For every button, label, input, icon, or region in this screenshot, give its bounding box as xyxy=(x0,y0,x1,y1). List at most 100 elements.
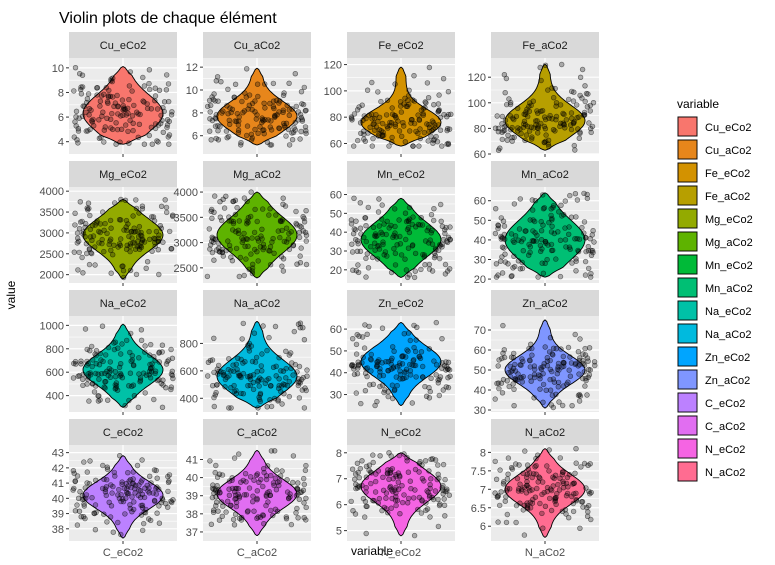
data-point xyxy=(140,98,146,104)
data-point xyxy=(117,373,123,379)
data-point xyxy=(122,122,129,128)
data-point xyxy=(545,242,551,248)
data-point xyxy=(363,223,369,229)
data-point xyxy=(551,379,558,385)
data-point xyxy=(437,255,443,262)
data-point xyxy=(283,133,289,139)
data-point xyxy=(550,404,556,411)
data-point xyxy=(286,378,292,385)
data-point xyxy=(508,368,514,375)
data-point xyxy=(524,462,531,468)
data-point xyxy=(416,460,423,467)
data-point xyxy=(239,336,245,342)
data-point xyxy=(207,128,213,134)
panel-Zn_aCo2: Zn_aCo23040506070Zn_aCo2 xyxy=(474,290,599,430)
data-point xyxy=(501,223,508,229)
data-point xyxy=(385,393,391,400)
strip-label: Na_eCo2 xyxy=(100,298,146,310)
data-point xyxy=(251,477,257,483)
data-point xyxy=(149,214,155,220)
data-point xyxy=(494,113,500,119)
data-point xyxy=(445,384,452,391)
data-point xyxy=(447,236,453,243)
data-point xyxy=(530,496,536,503)
data-point xyxy=(380,241,386,248)
data-point xyxy=(88,343,95,350)
data-point xyxy=(104,519,110,525)
data-point xyxy=(146,67,153,73)
data-point xyxy=(583,375,589,382)
data-point xyxy=(110,529,117,535)
data-point xyxy=(303,387,309,394)
data-point xyxy=(72,119,78,125)
y-tick-label: 800 xyxy=(46,344,64,356)
data-point xyxy=(576,135,582,142)
data-point xyxy=(524,106,530,112)
data-point xyxy=(420,110,426,117)
data-point xyxy=(148,124,155,131)
data-point xyxy=(263,476,270,483)
data-point xyxy=(588,516,594,523)
data-point xyxy=(229,477,235,484)
data-point xyxy=(217,489,223,496)
data-point xyxy=(363,485,369,491)
data-point xyxy=(546,468,552,474)
data-point xyxy=(410,358,416,364)
y-tick-label: 41 xyxy=(52,478,64,490)
y-tick-label: 39 xyxy=(52,509,64,521)
data-point xyxy=(404,226,411,233)
strip-label: Na_aCo2 xyxy=(234,298,280,310)
data-point xyxy=(510,355,517,361)
y-tick-label: 70 xyxy=(474,325,486,337)
data-point xyxy=(231,455,238,461)
data-point xyxy=(509,273,515,279)
data-point xyxy=(508,231,515,237)
data-point xyxy=(82,234,88,240)
data-point xyxy=(101,127,108,133)
y-tick-label: 6 xyxy=(58,112,64,124)
strip-background xyxy=(203,419,311,445)
data-point xyxy=(562,198,568,204)
data-point xyxy=(226,486,232,492)
data-point xyxy=(82,221,89,227)
data-point xyxy=(503,494,509,500)
data-point xyxy=(140,527,146,534)
data-point xyxy=(538,218,544,225)
data-point xyxy=(238,390,244,397)
data-point xyxy=(252,126,258,133)
data-point xyxy=(552,496,558,502)
data-point xyxy=(530,217,536,223)
data-point xyxy=(355,262,361,268)
data-point xyxy=(500,481,507,487)
data-point xyxy=(418,215,424,221)
data-point xyxy=(87,126,93,133)
data-point xyxy=(522,448,528,454)
data-point xyxy=(159,342,166,348)
data-point xyxy=(270,80,277,87)
data-point xyxy=(401,369,408,375)
legend-entry-C_aCo2: C_aCo2 xyxy=(677,415,745,436)
data-point xyxy=(230,227,236,233)
data-point xyxy=(72,210,78,217)
data-point xyxy=(361,345,368,351)
y-tick-label: 38 xyxy=(52,524,64,536)
y-tick-label: 120 xyxy=(468,72,486,84)
data-point xyxy=(105,93,112,99)
legend-label: Mg_eCo2 xyxy=(705,214,753,226)
data-point xyxy=(245,243,251,250)
data-point xyxy=(277,234,283,241)
data-point xyxy=(268,383,274,389)
data-point xyxy=(79,493,86,499)
data-point xyxy=(533,238,540,244)
data-point xyxy=(501,245,507,251)
y-tick-label: 60 xyxy=(474,149,486,161)
data-point xyxy=(546,143,552,150)
data-point xyxy=(289,130,295,136)
data-point xyxy=(254,249,260,255)
data-point xyxy=(357,225,364,231)
data-point xyxy=(553,346,559,352)
data-point xyxy=(283,515,290,522)
x-tick-label: N_eCo2 xyxy=(381,547,421,559)
data-point xyxy=(254,81,261,87)
data-point xyxy=(505,132,511,139)
